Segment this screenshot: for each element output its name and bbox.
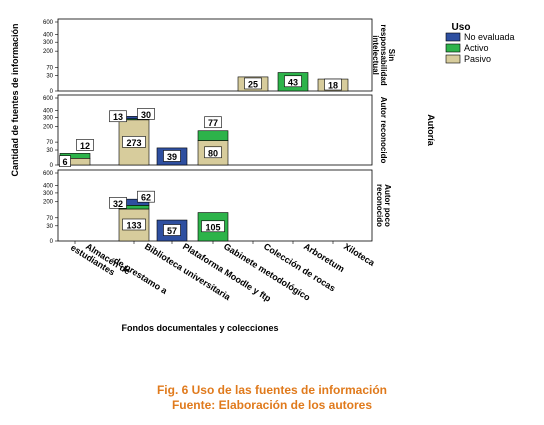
y-tick-label: 200 — [43, 124, 54, 130]
y-tick-label: 30 — [46, 148, 53, 154]
y-tick-label: 400 — [43, 33, 54, 39]
panel-label: Autor reconocido — [379, 97, 388, 164]
data-label-box — [324, 78, 342, 91]
data-label-box — [122, 218, 146, 231]
data-label-box — [163, 224, 181, 236]
legend-swatch — [445, 54, 461, 64]
legend-title: Uso — [452, 22, 471, 33]
figure-caption: Fig. 6 Uso de las fuentes de información — [156, 383, 388, 397]
data-label: 273 — [126, 138, 141, 148]
data-label: 25 — [248, 79, 258, 89]
x-tick-label: de prestamo a — [112, 255, 170, 296]
y-tick-label: 200 — [43, 49, 54, 55]
bar-segment — [197, 130, 229, 141]
y-tick-label: 30 — [46, 74, 53, 80]
panel-label: Sinresponsabilidadintelectual — [371, 24, 396, 85]
y-tick-label: 300 — [43, 40, 54, 46]
y-tick-label: 70 — [46, 140, 53, 146]
data-label-box — [284, 75, 302, 88]
data-label: 32 — [113, 199, 123, 209]
x-axis-title: Fondos documentales y colecciones — [121, 323, 278, 333]
data-label: 133 — [126, 220, 141, 230]
legend-entry: No evaluada — [464, 32, 515, 42]
legend-swatch — [445, 32, 461, 42]
y-tick-label: 0 — [50, 89, 54, 95]
data-label-box — [109, 110, 127, 123]
data-label-box — [204, 116, 222, 129]
y-tick-label: 300 — [43, 191, 54, 197]
data-label-box — [137, 108, 155, 120]
data-label: 18 — [328, 81, 338, 91]
data-label-box — [244, 77, 262, 90]
y-tick-label: 0 — [50, 163, 54, 169]
y-tick-label: 400 — [43, 183, 54, 189]
data-label-box — [137, 190, 155, 203]
data-label-box — [204, 146, 222, 159]
data-label: 62 — [141, 193, 151, 203]
y-tick-label: 0 — [50, 239, 54, 245]
data-label-box — [109, 197, 127, 209]
data-label: 43 — [288, 77, 298, 87]
y-tick-label: 30 — [46, 224, 53, 230]
data-label-box — [122, 136, 146, 148]
data-label: 39 — [167, 152, 177, 162]
panel-group-title: Autoría — [426, 114, 436, 146]
panel-label: Autor pocoreconocido — [375, 184, 392, 227]
data-label: 6 — [62, 157, 67, 167]
legend-entry: Activo — [464, 43, 489, 53]
y-tick-label: 200 — [43, 200, 54, 206]
y-tick-label: 600 — [43, 96, 54, 102]
legend-swatch — [445, 43, 461, 53]
data-label: 13 — [113, 112, 123, 122]
data-label: 80 — [208, 148, 218, 158]
data-label-box — [76, 139, 94, 151]
y-tick-label: 400 — [43, 108, 54, 114]
data-label-box — [163, 150, 181, 162]
y-tick-label: 600 — [43, 171, 54, 177]
y-axis-title: Cantidad de fuentes de información — [10, 23, 20, 176]
data-label: 12 — [80, 141, 90, 151]
data-label-box — [59, 155, 71, 167]
data-label: 57 — [167, 226, 177, 236]
y-tick-label: 70 — [46, 216, 53, 222]
data-label: 105 — [205, 222, 220, 232]
figure-source: Fuente: Elaboración de los autores — [171, 398, 373, 412]
legend-entry: Pasivo — [464, 54, 491, 64]
y-tick-label: 70 — [46, 65, 53, 71]
x-tick-label: Xiloteca — [342, 241, 377, 268]
y-tick-label: 300 — [43, 116, 54, 122]
data-label: 77 — [208, 118, 218, 128]
data-label: 30 — [141, 110, 151, 120]
y-tick-label: 600 — [43, 20, 54, 26]
data-label-box — [201, 220, 225, 233]
